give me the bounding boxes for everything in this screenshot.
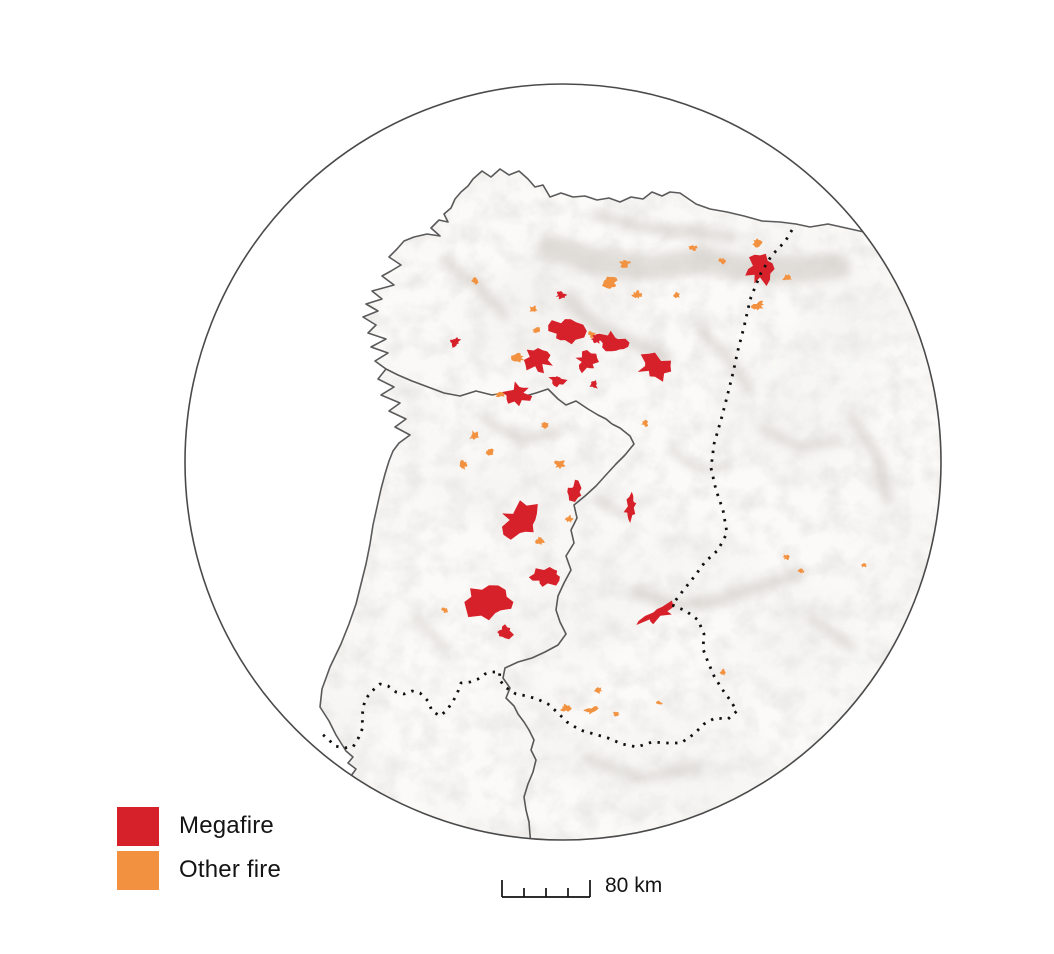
other-fire-patch <box>860 563 867 568</box>
other-fire-patch <box>485 448 494 456</box>
other-fire-label: Other fire <box>179 856 282 883</box>
megafire-patch <box>502 500 538 540</box>
mountain-ridge <box>410 612 450 652</box>
mountain-ridge <box>695 325 753 393</box>
other-fire-patch <box>656 700 663 705</box>
mountain-ridge <box>591 209 735 243</box>
other-fire-patch <box>493 391 506 398</box>
other-fire-patch <box>782 274 792 281</box>
other-fire-patch <box>529 305 538 312</box>
other-fire-patch <box>641 419 649 427</box>
megafire-patch <box>548 376 568 388</box>
map-content <box>319 168 941 840</box>
other-fire-patch <box>511 352 525 363</box>
other-fire-patch <box>619 259 631 268</box>
mountain-ridge <box>539 235 851 283</box>
other-fire-patch <box>719 668 726 676</box>
megafire-layer <box>449 253 775 640</box>
scale-bar: 80 km <box>501 874 662 899</box>
other-fire-patch <box>564 515 574 523</box>
megafire-patch <box>502 381 533 407</box>
other-fire-patch <box>688 244 698 251</box>
portugal-spain-border <box>502 423 635 840</box>
other-fire-patch <box>797 568 805 574</box>
other-fire-patch <box>540 422 549 429</box>
megafire-patch <box>528 567 560 587</box>
other-fire-patch <box>602 276 618 289</box>
other-fire-color-swatch <box>117 850 159 890</box>
other-fire-patch <box>751 300 765 311</box>
other-fire-patch <box>613 711 620 717</box>
map-circle-outline <box>184 83 942 841</box>
mountain-ridge <box>481 415 561 445</box>
megafire-patch <box>745 253 775 286</box>
mountain-ridge <box>594 494 632 522</box>
scale-bar-label: 80 km <box>605 874 663 897</box>
other-fire-patch <box>471 277 479 285</box>
megafire-patch <box>497 624 514 640</box>
megafire-patch <box>636 600 676 625</box>
legend-item-other-fire: Other fire <box>117 850 281 890</box>
megafire-patch <box>555 291 568 300</box>
megafire-patch <box>575 350 599 374</box>
other-fire-patch <box>631 290 643 299</box>
mountain-ridge <box>581 753 703 783</box>
mountain-ridge <box>757 423 845 453</box>
other-fire-patch <box>535 536 545 545</box>
terrain-shading <box>410 209 894 783</box>
other-fire-patch <box>559 703 572 712</box>
megafire-patch <box>449 337 462 348</box>
megafire-patch <box>464 585 514 621</box>
mountain-ridge <box>846 412 894 506</box>
megafire-patch <box>590 334 602 344</box>
megafire-patch <box>548 319 587 345</box>
megafire-patch <box>623 491 637 523</box>
other-fire-patch <box>553 460 566 470</box>
megafire-patch <box>637 352 672 382</box>
mountain-ridge <box>630 568 806 612</box>
mountain-ridge <box>808 614 856 652</box>
megafire-patch <box>523 348 553 374</box>
scale-bar-ticks <box>501 880 591 898</box>
other-fire-patch <box>459 460 468 470</box>
megafire-patch <box>589 380 598 389</box>
mountain-ridge <box>561 293 673 365</box>
megafire-patch <box>567 479 582 502</box>
other-fire-patch <box>583 706 599 715</box>
map-legend: Megafire Other fire <box>117 806 281 894</box>
other-fire-patch <box>469 430 479 440</box>
megafire-label: Megafire <box>179 812 274 839</box>
legend-item-megafire: Megafire <box>117 806 281 846</box>
megafire-patch <box>598 330 630 352</box>
other-fire-patch <box>782 554 790 560</box>
other-fire-patch <box>752 238 763 248</box>
other-fire-patch <box>594 686 603 694</box>
mountain-ridge <box>441 257 510 321</box>
other-fire-patch <box>673 291 681 299</box>
mountain-ridge <box>666 446 734 474</box>
other-fire-patch <box>718 257 726 265</box>
megafire-color-swatch <box>117 806 159 846</box>
coastline <box>319 168 865 777</box>
other-fire-patch <box>532 327 541 334</box>
other-fire-patch <box>441 607 448 614</box>
